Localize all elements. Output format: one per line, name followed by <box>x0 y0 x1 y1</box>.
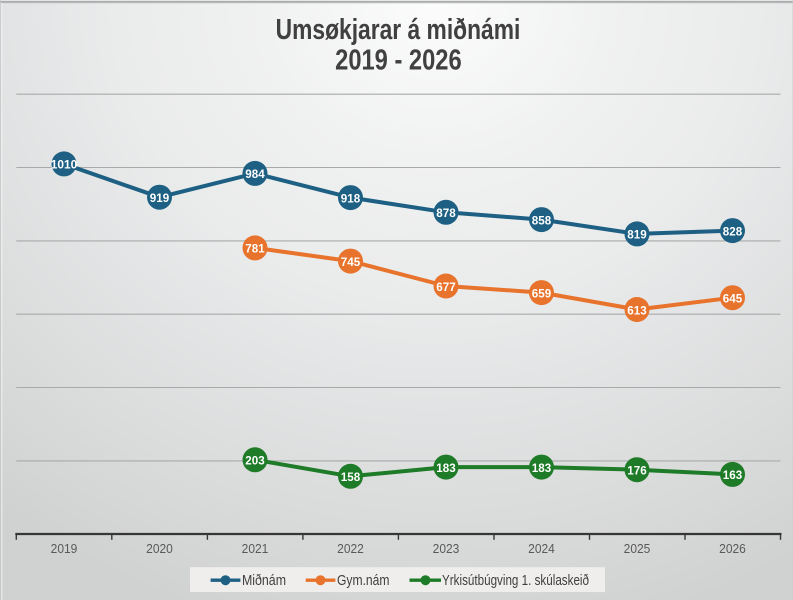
svg-text:858: 858 <box>532 213 552 227</box>
svg-text:781: 781 <box>245 242 265 256</box>
svg-text:918: 918 <box>341 191 361 205</box>
svg-text:878: 878 <box>436 206 456 220</box>
svg-text:Umsøkjarar á miðnámi: Umsøkjarar á miðnámi <box>276 14 521 46</box>
svg-text:2023: 2023 <box>433 542 460 556</box>
svg-text:176: 176 <box>627 464 647 478</box>
svg-text:183: 183 <box>436 461 456 475</box>
svg-text:613: 613 <box>627 303 647 317</box>
svg-text:2019 - 2026: 2019 - 2026 <box>335 44 462 76</box>
svg-text:2025: 2025 <box>624 542 651 556</box>
svg-text:2026: 2026 <box>719 542 746 556</box>
svg-text:Yrkisútbúgving 1. skúlaskeið: Yrkisútbúgving 1. skúlaskeið <box>442 572 589 589</box>
svg-text:2021: 2021 <box>242 542 269 556</box>
svg-text:745: 745 <box>341 255 361 269</box>
svg-text:Gym.nám: Gym.nám <box>337 572 390 589</box>
svg-text:163: 163 <box>723 468 743 482</box>
svg-text:2024: 2024 <box>528 542 555 556</box>
svg-text:2019: 2019 <box>51 542 78 556</box>
svg-text:Miðnám: Miðnám <box>242 572 286 589</box>
svg-text:183: 183 <box>532 461 552 475</box>
svg-text:645: 645 <box>723 292 743 306</box>
svg-text:203: 203 <box>245 454 265 468</box>
svg-text:819: 819 <box>627 228 647 242</box>
svg-text:2020: 2020 <box>146 542 173 556</box>
svg-text:1010: 1010 <box>51 158 78 172</box>
svg-text:828: 828 <box>723 224 743 238</box>
svg-text:919: 919 <box>150 191 170 205</box>
svg-text:2022: 2022 <box>337 542 364 556</box>
svg-text:984: 984 <box>245 167 265 181</box>
svg-text:158: 158 <box>341 470 361 484</box>
svg-text:659: 659 <box>532 286 552 300</box>
svg-text:677: 677 <box>436 280 456 294</box>
